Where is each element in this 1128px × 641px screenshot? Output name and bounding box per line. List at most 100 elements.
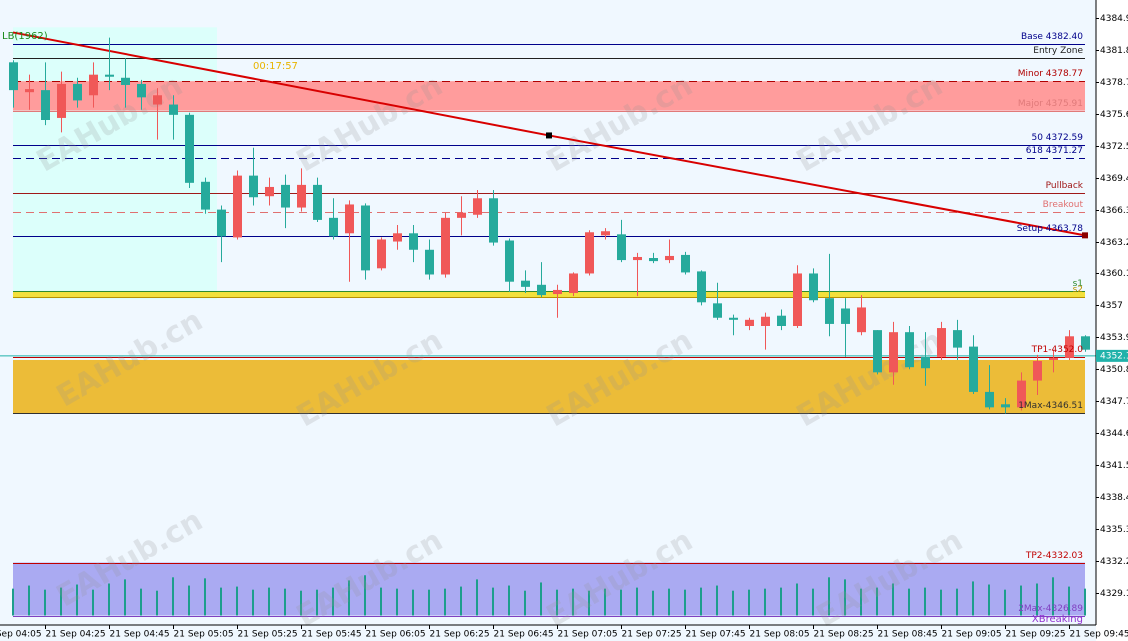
candle-body xyxy=(873,330,882,373)
level-labels: Base 4382.40 Entry Zone Minor 4378.77 Major… xyxy=(1017,32,1084,614)
study-label: LB(1962) xyxy=(2,31,48,42)
candle-body xyxy=(585,232,594,274)
candle-body xyxy=(137,83,146,98)
candle-body xyxy=(953,330,962,348)
candle-body xyxy=(825,298,834,324)
candle-body xyxy=(649,258,658,262)
y-tick-label: 4341.5 xyxy=(1100,461,1128,471)
candle-body xyxy=(745,319,754,326)
y-tick-label: 4378.7 xyxy=(1100,78,1128,88)
candle-body xyxy=(553,289,562,295)
candle-body xyxy=(249,175,258,198)
y-tick-label: 4332.2 xyxy=(1100,557,1128,567)
y-tick-label: 4384.9 xyxy=(1100,14,1128,24)
candle-body xyxy=(665,255,674,261)
y-tick-label: 4372.5 xyxy=(1100,142,1128,152)
candle-body xyxy=(617,234,626,261)
candle-body xyxy=(89,74,98,96)
candle-body xyxy=(601,231,610,236)
x-tick-label: 21 Sep 07:25 xyxy=(622,630,682,640)
price-axis-background xyxy=(1096,0,1128,641)
x-tick-label: 21 Sep 06:45 xyxy=(494,630,554,640)
candle-body xyxy=(457,212,466,218)
candle-body xyxy=(793,273,802,326)
candle-body xyxy=(217,209,226,237)
candle-body xyxy=(489,198,498,243)
candle-body xyxy=(9,62,18,91)
y-tick-label: 4357 xyxy=(1100,301,1123,311)
candle-body xyxy=(1081,336,1090,350)
candle-body xyxy=(297,184,306,208)
candle-body xyxy=(569,273,578,294)
candle-body xyxy=(25,89,34,93)
y-tick-label: 4366.3 xyxy=(1100,206,1128,216)
y-tick-label: 4335.3 xyxy=(1100,525,1128,535)
y-tick-label: 4353.9 xyxy=(1100,333,1128,343)
level-label: s1 xyxy=(1073,279,1083,289)
candle-body xyxy=(201,181,210,210)
y-tick-label: 4363.2 xyxy=(1100,238,1128,248)
y-tick-label: 4338.4 xyxy=(1100,493,1128,503)
trendline-layer xyxy=(12,31,1088,239)
candle-body xyxy=(729,317,738,320)
x-tick-label: 21 Sep 06:05 xyxy=(366,630,426,640)
candle-body xyxy=(777,315,786,326)
zone xyxy=(13,27,217,300)
level-label: s2 xyxy=(1073,285,1083,295)
level-label: Pullback xyxy=(1046,181,1084,191)
y-tick-label: 4381.8 xyxy=(1100,46,1128,56)
y-tick-label: 4375.6 xyxy=(1100,110,1128,120)
candle-body xyxy=(377,239,386,269)
candle-body xyxy=(761,316,770,326)
candle-body xyxy=(1033,361,1042,381)
x-tick-label: 21 Sep 05:45 xyxy=(302,630,362,640)
x-tick-label: 21 Sep 04:45 xyxy=(110,630,170,640)
level-label: Breakout xyxy=(1043,200,1084,210)
candle-body xyxy=(105,74,114,77)
indicator xyxy=(12,575,1086,616)
level-label: Base 4382.40 xyxy=(1021,32,1083,42)
candle-body xyxy=(1001,404,1010,408)
candle-body xyxy=(169,104,178,115)
candle-body xyxy=(57,83,66,118)
candle-body xyxy=(345,204,354,234)
y-tick-label: 4329.1 xyxy=(1100,589,1128,599)
zone xyxy=(13,81,1085,111)
level-label: 2Max-4326.89 xyxy=(1018,604,1083,614)
current-price-tag xyxy=(1096,349,1128,362)
candle-body xyxy=(937,328,946,357)
x-tick-label: 21 Sep 04:25 xyxy=(46,630,106,640)
candle-body xyxy=(537,284,546,296)
candle-body xyxy=(681,254,690,273)
x-tick-label: 21 Sep 08:25 xyxy=(814,630,874,640)
candle-body xyxy=(809,273,818,301)
x-tick-label: 21 Sep 05:05 xyxy=(174,630,234,640)
candle-body xyxy=(697,271,706,303)
y-tick-label: 4350.8 xyxy=(1100,365,1128,375)
x-tick-label: 21 Sep 04:05 xyxy=(0,630,42,640)
level-label: Entry Zone xyxy=(1033,46,1083,56)
candle-body xyxy=(409,233,418,250)
candle-body xyxy=(1065,336,1074,358)
candle-body xyxy=(889,332,898,373)
candle-body xyxy=(857,307,866,333)
level-label: 1Max-4346.51 xyxy=(1018,401,1083,411)
y-tick-label: 4369.4 xyxy=(1100,174,1128,184)
candle-body xyxy=(265,186,274,197)
level-label: TP1-4352.0 xyxy=(1031,345,1084,355)
zone xyxy=(13,290,1085,298)
y-tick-label: 4347.7 xyxy=(1100,397,1128,407)
candle-body xyxy=(985,391,994,408)
x-tick-label: 21 Sep 08:05 xyxy=(750,630,810,640)
x-tick-label: 21 Sep 07:05 xyxy=(558,630,618,640)
candles xyxy=(9,37,1090,414)
candle-body xyxy=(905,332,914,368)
candle-body xyxy=(281,184,290,208)
candle-body xyxy=(921,356,930,369)
x-tick-label: 21 Sep 09:05 xyxy=(942,630,1002,640)
candle-body xyxy=(713,303,722,318)
x-tick-label: 21 Sep 08:45 xyxy=(878,630,938,640)
candle-body xyxy=(473,198,482,215)
y-tick-label: 4344.6 xyxy=(1100,429,1128,439)
